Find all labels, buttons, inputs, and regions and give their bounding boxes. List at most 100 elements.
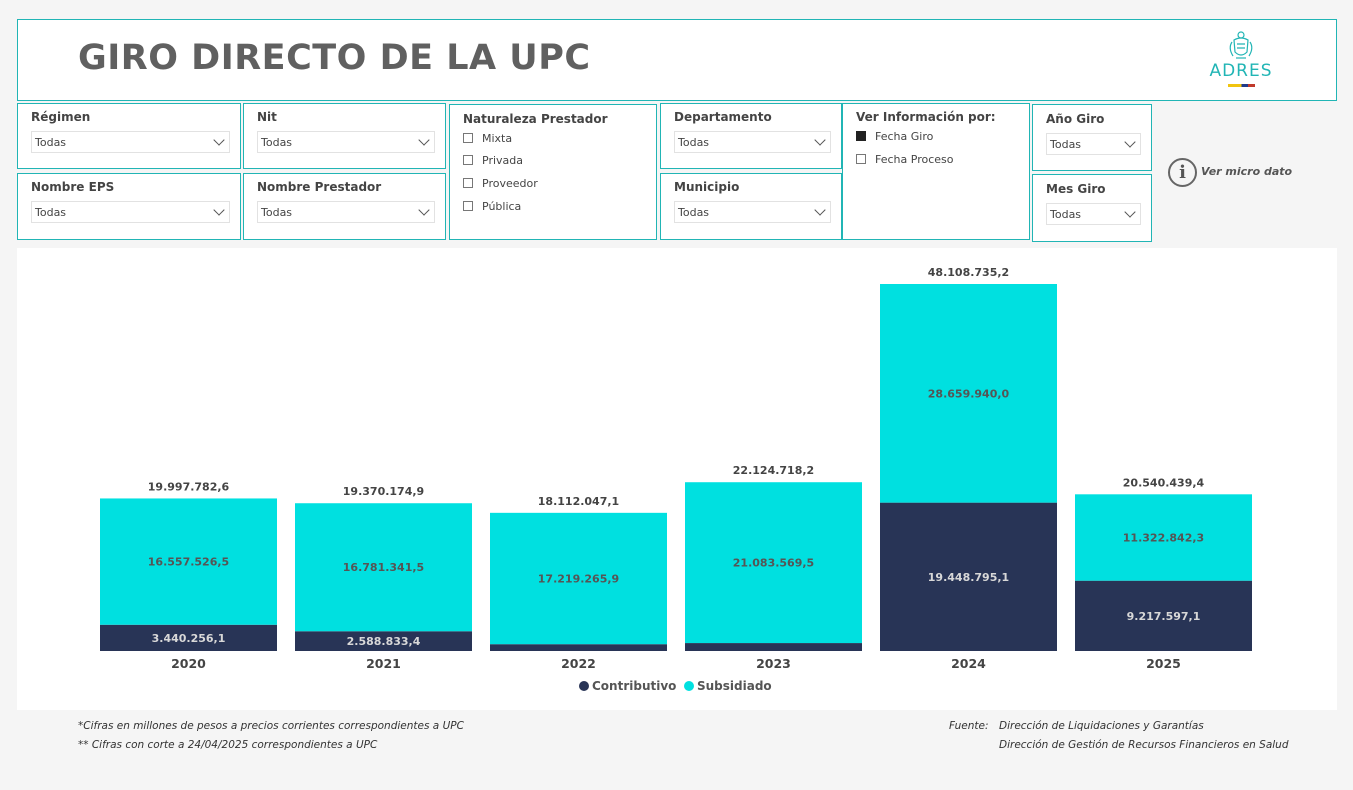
checkbox-icon: [463, 178, 473, 188]
filter-anio-giro: Año Giro Todas: [1032, 104, 1152, 171]
filter-naturaleza-prestador: Naturaleza Prestador Mixta Privada Prove…: [449, 104, 657, 240]
dropdown-value: Todas: [678, 206, 710, 219]
footer-source-1: Dirección de Liquidaciones y Garantías: [999, 720, 1204, 732]
chevron-down-icon: [1124, 206, 1136, 218]
footer-source-label: Fuente:: [949, 720, 989, 732]
header-banner: GIRO DIRECTO DE LA UPC ADRES: [17, 19, 1337, 101]
checkbox-label: Mixta: [482, 132, 513, 145]
filter-label: Régimen: [31, 110, 91, 124]
stacked-bar-chart: 3.440.256,1 16.557.526,5 19.997.782,6 2020 2…: [100, 266, 1252, 693]
checkbox-checked-icon: [856, 131, 866, 141]
legend-label-contributivo: Contributivo: [592, 679, 676, 693]
x-tick-label-2021: 2021: [366, 656, 401, 671]
data-label-subsidiado-2023: 21.083.569,5: [733, 557, 814, 570]
chevron-down-icon: [213, 134, 225, 146]
dropdown-value: Todas: [1050, 138, 1082, 151]
bar-contributivo-2025: [1075, 580, 1252, 651]
filter-label: Naturaleza Prestador: [463, 112, 608, 126]
filter-label: Año Giro: [1046, 112, 1105, 126]
option-label: Fecha Proceso: [875, 153, 954, 166]
checkbox-icon: [463, 201, 473, 211]
checkbox-label: Pública: [482, 200, 522, 213]
data-label-subsidiado-2025: 11.322.842,3: [1123, 531, 1204, 544]
checkbox-mixta[interactable]: Mixta: [463, 132, 512, 145]
bar-subsidiado-2021: [295, 503, 472, 632]
departamento-dropdown[interactable]: Todas: [674, 131, 831, 153]
dropdown-value: Todas: [35, 206, 67, 219]
checkbox-publica[interactable]: Pública: [463, 200, 521, 213]
checkbox-label: Proveedor: [482, 177, 538, 190]
dropdown-value: Todas: [261, 206, 293, 219]
data-label-contributivo-2020: 3.440.256,1: [152, 632, 226, 645]
filter-nombre-eps: Nombre EPS Todas: [17, 173, 241, 240]
nombre-eps-dropdown[interactable]: Todas: [31, 201, 230, 223]
bar-contributivo-2022: [490, 644, 667, 651]
checkbox-privada[interactable]: Privada: [463, 154, 523, 167]
bar-contributivo-2023: [685, 643, 862, 651]
filter-label: Departamento: [674, 110, 772, 124]
data-label-subsidiado-2021: 16.781.341,5: [343, 561, 424, 574]
info-icon: i: [1168, 158, 1197, 187]
filter-label: Municipio: [674, 180, 740, 194]
checkbox-proveedor[interactable]: Proveedor: [463, 177, 538, 190]
filter-nombre-prestador: Nombre Prestador Todas: [243, 173, 446, 240]
bar-subsidiado-2024: [880, 284, 1057, 503]
chevron-down-icon: [1124, 136, 1136, 148]
chevron-down-icon: [213, 204, 225, 216]
filter-label: Nit: [257, 110, 277, 124]
dropdown-value: Todas: [678, 136, 710, 149]
filter-label: Ver Información por:: [856, 110, 996, 124]
filter-municipio: Municipio Todas: [660, 173, 842, 240]
total-label-2024: 48.108.735,2: [928, 266, 1009, 279]
dropdown-value: Todas: [35, 136, 67, 149]
adres-logo: ADRES: [1206, 30, 1276, 92]
dropdown-value: Todas: [261, 136, 293, 149]
x-tick-label-2025: 2025: [1146, 656, 1181, 671]
filter-label: Mes Giro: [1046, 182, 1106, 196]
footer-note-2: ** Cifras con corte a 24/04/2025 corresp…: [78, 739, 378, 751]
micro-dato-label: Ver micro dato: [1201, 165, 1293, 178]
x-tick-label-2023: 2023: [756, 656, 791, 671]
bar-contributivo-2020: [100, 624, 277, 651]
checkbox-label: Privada: [482, 154, 523, 167]
checkbox-icon: [856, 154, 866, 164]
page-title: GIRO DIRECTO DE LA UPC: [78, 38, 591, 78]
filter-ver-informacion: Ver Información por: Fecha Giro Fecha Pr…: [842, 103, 1030, 240]
option-fecha-proceso[interactable]: Fecha Proceso: [856, 153, 953, 166]
footer-note-1: *Cifras en millones de pesos a precios c…: [78, 720, 464, 732]
data-label-subsidiado-2022: 17.219.265,9: [538, 573, 619, 586]
checkbox-icon: [463, 155, 473, 165]
bar-contributivo-2021: [295, 631, 472, 651]
chevron-down-icon: [418, 134, 430, 146]
logo-text: ADRES: [1209, 61, 1273, 81]
nit-dropdown[interactable]: Todas: [257, 131, 435, 153]
x-tick-label-2024: 2024: [951, 656, 986, 671]
data-label-contributivo-2024: 19.448.795,1: [928, 571, 1009, 584]
logo-stripe: [1228, 84, 1255, 87]
x-tick-label-2022: 2022: [561, 656, 596, 671]
filter-label: Nombre Prestador: [257, 180, 382, 194]
total-label-2020: 19.997.782,6: [148, 480, 230, 493]
filter-mes-giro: Mes Giro Todas: [1032, 174, 1152, 242]
nombre-prestador-dropdown[interactable]: Todas: [257, 201, 435, 223]
checkbox-icon: [463, 133, 473, 143]
bar-subsidiado-2020: [100, 498, 277, 625]
mes-giro-dropdown[interactable]: Todas: [1046, 203, 1141, 225]
regimen-dropdown[interactable]: Todas: [31, 131, 230, 153]
total-label-2021: 19.370.174,9: [343, 485, 424, 498]
municipio-dropdown[interactable]: Todas: [674, 201, 831, 223]
option-fecha-giro[interactable]: Fecha Giro: [856, 130, 933, 143]
anio-giro-dropdown[interactable]: Todas: [1046, 133, 1141, 155]
total-label-2025: 20.540.439,4: [1123, 476, 1205, 489]
chevron-down-icon: [814, 204, 826, 216]
legend-marker-subsidiado: [684, 681, 694, 691]
chevron-down-icon: [814, 134, 826, 146]
data-label-contributivo-2021: 2.588.833,4: [347, 635, 421, 648]
x-tick-label-2020: 2020: [171, 656, 206, 671]
filter-regimen: Régimen Todas: [17, 103, 241, 169]
data-label-subsidiado-2024: 28.659.940,0: [928, 387, 1010, 400]
footer-source-2: Dirección de Gestión de Recursos Financi…: [999, 739, 1289, 751]
filter-label: Nombre EPS: [31, 180, 115, 194]
chart-panel: 3.440.256,1 16.557.526,5 19.997.782,6 2020 2…: [17, 248, 1337, 710]
coat-of-arms-icon: [1229, 31, 1253, 59]
